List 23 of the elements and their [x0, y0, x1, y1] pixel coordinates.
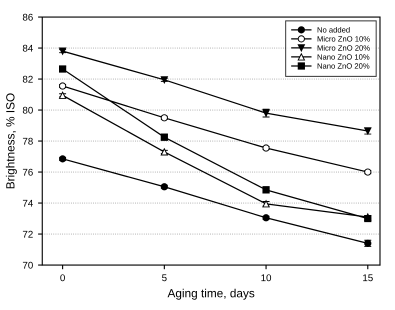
y-tick-label: 82 — [22, 76, 33, 83]
point — [59, 48, 66, 55]
point — [59, 155, 66, 162]
point — [59, 92, 66, 99]
y-tick-label: 74 — [22, 200, 33, 207]
y-tick-label: 84 — [22, 44, 33, 52]
point — [160, 183, 168, 190]
point — [160, 76, 168, 84]
y-axis-title: Brightness, % ISO — [6, 93, 17, 188]
point — [59, 65, 66, 73]
y-tick-label: 70 — [22, 262, 33, 269]
y-tick-label: 72 — [22, 230, 33, 238]
y-tick-label: 76 — [22, 168, 33, 176]
y-tick-label: 80 — [22, 106, 33, 114]
point — [160, 148, 168, 156]
x-tick-label: 15 — [363, 274, 373, 282]
x-axis-title: Aging time, days — [168, 288, 254, 300]
x-tick-label: 5 — [162, 274, 167, 282]
point — [364, 168, 372, 176]
x-tick-label: 10 — [261, 274, 272, 282]
y-tick-label: 86 — [22, 14, 33, 21]
x-tick-label: 0 — [60, 274, 65, 282]
y-tick-label: 78 — [22, 138, 33, 145]
